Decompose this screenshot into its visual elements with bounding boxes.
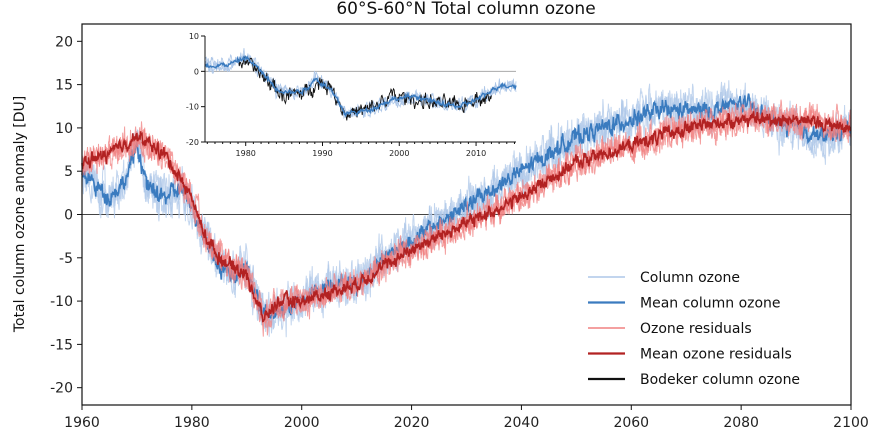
legend-label: Mean column ozone: [640, 296, 781, 312]
x-tick-label: 2060: [613, 415, 649, 431]
x-tick-label: 2040: [504, 415, 540, 431]
x-tick-label: 2000: [284, 415, 320, 431]
series-line-mean-ozone-residuals: [81, 111, 852, 323]
x-tick-label: 2020: [394, 415, 430, 431]
inset-x-tick-label: 1990: [312, 149, 332, 158]
inset-series-line-bodeker-column-ozone: [237, 56, 492, 121]
legend-label: Column ozone: [640, 270, 740, 286]
y-tick-label: 15: [55, 78, 73, 94]
inset-y-tick-label: 0: [194, 67, 199, 76]
y-tick-label: -5: [59, 251, 73, 267]
y-tick-label: 5: [64, 164, 73, 180]
legend-label: Ozone residuals: [640, 321, 752, 337]
chart-title: 60°S-60°N Total column ozone: [336, 0, 595, 19]
y-tick-label: -20: [50, 381, 73, 397]
y-tick-label: -15: [50, 337, 73, 353]
y-tick-label: 0: [64, 208, 73, 224]
x-tick-label: 2100: [833, 415, 869, 431]
inset-x-tick-label: 2010: [466, 149, 486, 158]
inset-series-line-mean-column-ozone: [204, 54, 517, 118]
x-tick-label: 1980: [174, 415, 210, 431]
x-tick-label: 1960: [64, 415, 100, 431]
inset-x-tick-label: 1980: [236, 149, 256, 158]
legend-label: Bodeker column ozone: [640, 372, 800, 388]
y-tick-label: 10: [55, 121, 73, 137]
y-tick-label: -10: [50, 294, 73, 310]
x-tick-label: 2080: [723, 415, 759, 431]
y-axis-label: Total column ozone anomaly [DU]: [12, 96, 28, 333]
inset-y-tick-label: 10: [189, 32, 199, 41]
legend-label: Mean ozone residuals: [640, 347, 792, 363]
inset-y-tick-label: -10: [186, 103, 199, 112]
inset-background: [205, 36, 516, 142]
inset-y-tick-label: -20: [186, 138, 199, 147]
inset-x-tick-label: 2000: [389, 149, 409, 158]
y-tick-label: 20: [55, 34, 73, 50]
